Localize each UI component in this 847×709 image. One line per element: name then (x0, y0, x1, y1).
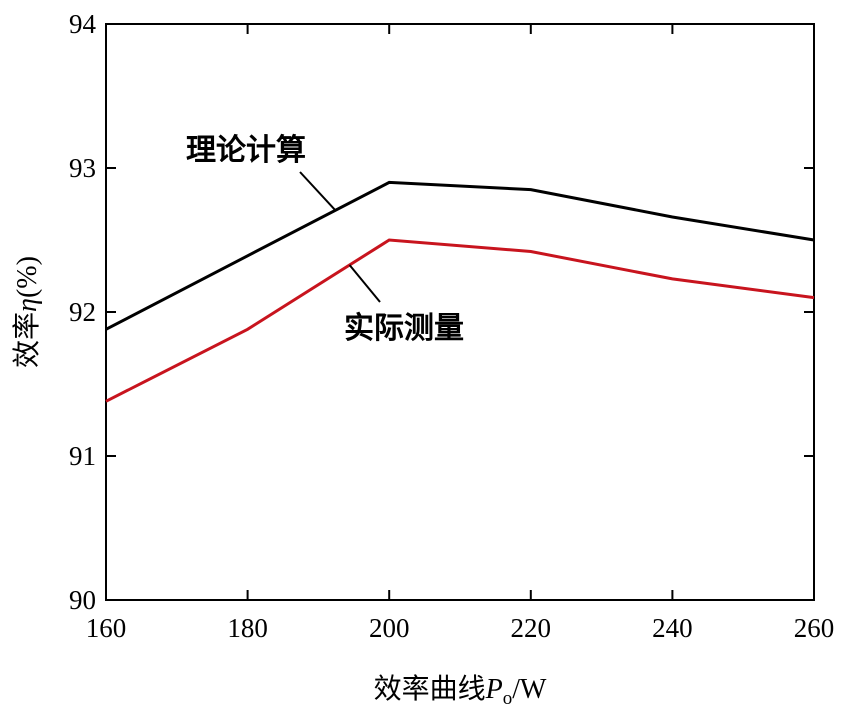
series-line-2 (105, 238, 815, 403)
series-layer (105, 180, 815, 403)
annotation-leader-2 (348, 264, 381, 303)
y-tick-label: 90 (69, 585, 96, 615)
x-tick-label: 240 (652, 613, 693, 643)
x-tick-label: 260 (794, 613, 835, 643)
y-axis-ticks: 90 91 92 93 94 (69, 9, 814, 615)
annotation-label-2: 实际测量 (344, 311, 464, 346)
x-tick-label: 200 (369, 613, 410, 643)
y-tick-label: 91 (69, 441, 96, 471)
annotation-label-1: 理论计算 (186, 133, 306, 168)
y-tick-label: 92 (69, 297, 96, 327)
y-tick-label: 94 (69, 9, 97, 39)
x-axis-ticks: 160 180 200 220 240 260 (86, 24, 835, 643)
y-tick-label: 93 (69, 153, 96, 183)
x-axis-title: 效率曲线Po/W (374, 673, 547, 709)
x-tick-label: 160 (86, 613, 127, 643)
series-line-1 (105, 180, 815, 331)
x-tick-label: 180 (227, 613, 268, 643)
x-tick-label: 220 (511, 613, 552, 643)
annotation-leader-1 (299, 171, 337, 211)
y-axis-title: 效率η(%) (11, 256, 43, 368)
